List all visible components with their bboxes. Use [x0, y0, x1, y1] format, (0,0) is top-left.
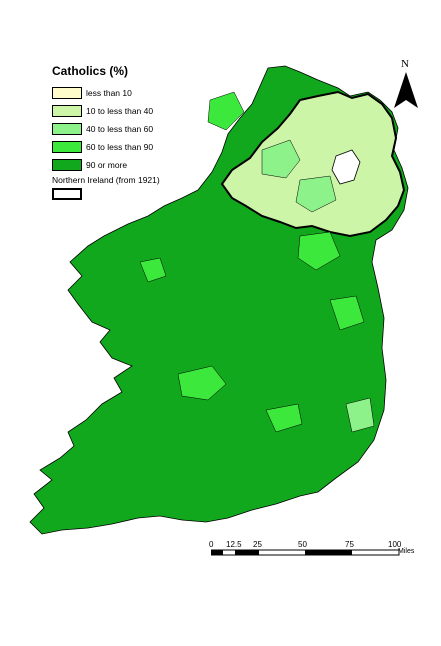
legend-swatch: [52, 86, 82, 99]
region-west-60-90: [207, 91, 245, 131]
region-south-60-90-c: [329, 295, 365, 331]
scale-tick: 12.5: [226, 540, 242, 549]
scale-tick: 0: [209, 540, 214, 549]
north-arrow-icon: [394, 72, 418, 108]
region-south-60-90-a: [177, 365, 227, 401]
legend-title: Catholics (%): [52, 64, 129, 78]
legend: Catholics (%) less than 10 10 to less th…: [52, 64, 212, 200]
scale-bar: [211, 549, 400, 556]
scale-tick: 100: [388, 540, 402, 549]
legend-item: 60 to less than 90: [52, 138, 212, 155]
legend-label: 90 or more: [86, 159, 128, 170]
scale-unit: Miles: [398, 548, 415, 555]
scale-tick: 25: [253, 540, 262, 549]
legend-swatch: [52, 104, 82, 117]
legend-item: 40 to less than 60: [52, 120, 212, 137]
region-south-60-90-e: [297, 231, 341, 271]
legend-swatch: [52, 158, 82, 171]
region-ni-40-60-a: [261, 139, 301, 179]
legend-item: 90 or more: [52, 156, 212, 173]
legend-item: less than 10: [52, 84, 212, 101]
legend-item: 10 to less than 40: [52, 102, 212, 119]
region-east-40-60: [345, 397, 375, 433]
region-south-60-90-b: [265, 403, 303, 433]
lough-neagh: [331, 149, 361, 185]
legend-swatch: [52, 122, 82, 135]
northern-ireland-region: [220, 90, 406, 238]
region-south-60-90-d: [139, 257, 167, 283]
region-ni-40-60-b: [295, 175, 337, 213]
legend-boundary-label: Northern Ireland (from 1921): [52, 175, 160, 185]
legend-label: 10 to less than 40: [86, 105, 154, 116]
legend-label: 40 to less than 60: [86, 123, 154, 134]
scale-tick: 50: [298, 540, 307, 549]
legend-boundary-swatch: [52, 188, 82, 200]
legend-label: 60 to less than 90: [86, 141, 154, 152]
north-arrow-label: N: [401, 58, 409, 70]
legend-label: less than 10: [86, 87, 132, 98]
scale-tick: 75: [345, 540, 354, 549]
legend-swatch: [52, 140, 82, 153]
